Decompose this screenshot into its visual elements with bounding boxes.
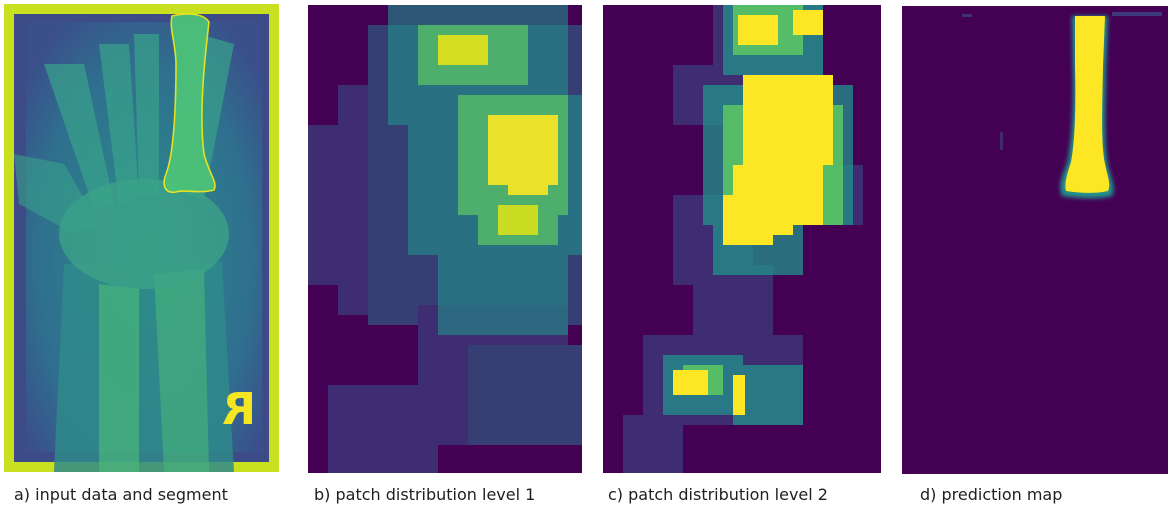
caption-patch-level-1: b) patch distribution level 1 — [314, 485, 536, 504]
patch-distribution-level-1-panel — [308, 5, 582, 473]
patch-heatmap-level-1 — [308, 5, 582, 473]
caption-prediction-map: d) prediction map — [920, 485, 1063, 504]
caption-patch-level-2: c) patch distribution level 2 — [608, 485, 828, 504]
input-xray-image: R — [4, 4, 279, 472]
patch-distribution-level-2-panel — [603, 5, 881, 473]
prediction-map-image — [902, 6, 1168, 474]
predicted-segment — [1065, 16, 1110, 193]
caption-input-data: a) input data and segment — [14, 485, 228, 504]
patch-heatmap-level-2 — [603, 5, 881, 473]
input-xray-panel: R — [4, 4, 279, 472]
segment-outline — [163, 13, 216, 194]
prediction-map-panel — [902, 6, 1168, 474]
xray-marker: R — [222, 384, 256, 435]
